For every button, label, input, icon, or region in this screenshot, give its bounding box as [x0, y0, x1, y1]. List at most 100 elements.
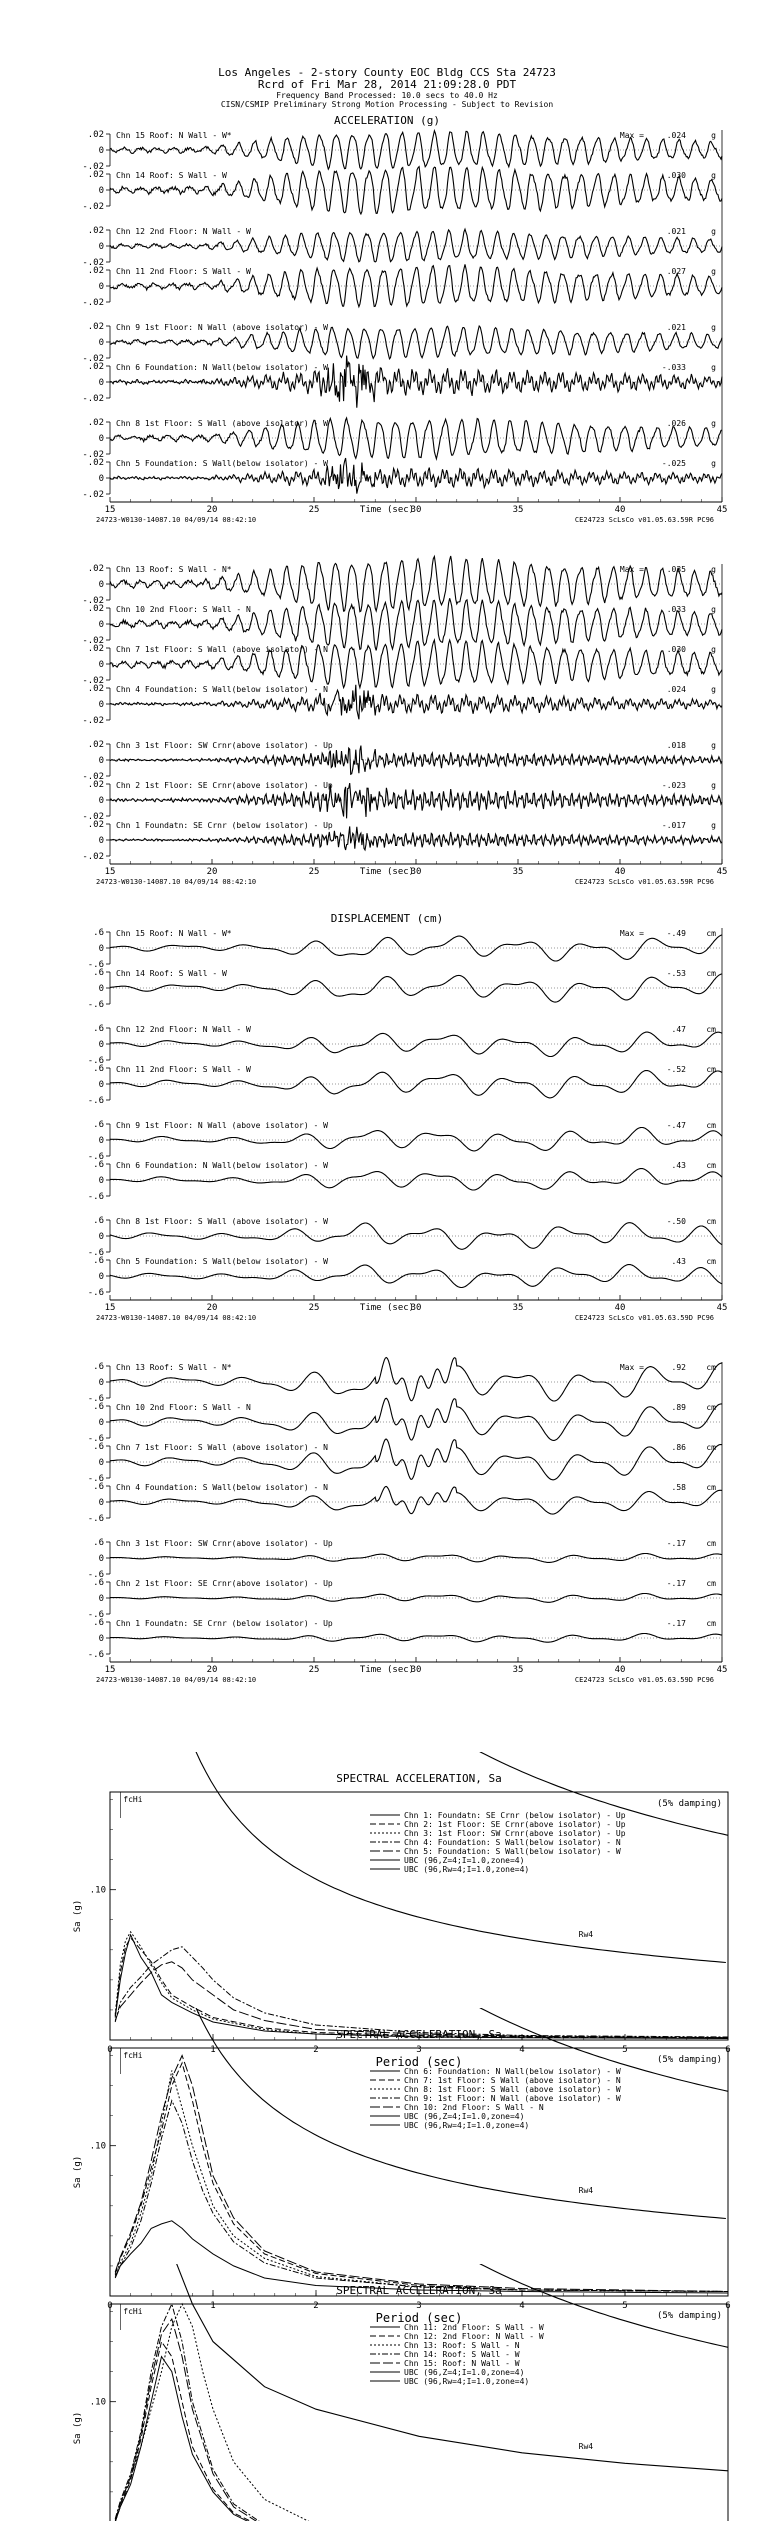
trace-label: Chn 1 Foundatn: SE Crnr (below isolator)… [116, 1619, 333, 1628]
y-tick-label: -.02 [82, 812, 104, 822]
legend-entry: Chn 13: Roof: S Wall - N [404, 2341, 520, 2350]
legend-entry: UBC (96,Rw=4;I=1.0,zone=4) [404, 2377, 529, 2386]
y-tick-label: -.02 [82, 490, 104, 500]
trace-line [109, 934, 723, 962]
header-line-2: Rcrd of Fri Mar 28, 2014 21:09:28.0 PDT [258, 78, 517, 91]
peak-value: .026 [667, 419, 686, 428]
peak-unit: g [711, 323, 716, 332]
time-history-panel-2: DISPLACEMENT (cm) .6 0 -.6 Chn 15 Roof: N Wa… [88, 912, 728, 1322]
spectrum-title: SPECTRAL ACCELERATION, Sa [336, 2028, 502, 2041]
y-tick-label: -.02 [82, 162, 104, 172]
panel-title: DISPLACEMENT (cm) [331, 912, 444, 925]
x-tick-label: 25 [309, 505, 320, 515]
y-tick-label: .10 [90, 1886, 106, 1896]
y-tick-label: -.6 [88, 1570, 104, 1580]
trace-label: Chn 4 Foundation: S Wall(below isolator)… [116, 1483, 328, 1492]
y-tick-label: 0 [99, 1080, 104, 1090]
trace-label: Chn 9 1st Floor: N Wall (above isolator)… [116, 323, 328, 332]
y-tick-label: 0 [99, 756, 104, 766]
trace-line [109, 1222, 723, 1250]
y-tick-label: 0 [99, 1040, 104, 1050]
x-tick-label: 40 [615, 505, 626, 515]
peak-value: .024 [667, 131, 686, 140]
peak-unit: cm [706, 1025, 716, 1034]
peak-unit: g [711, 821, 716, 830]
trace-label: Chn 6 Foundation: N Wall(below isolator)… [116, 363, 328, 372]
peak-value: .43 [672, 1161, 687, 1170]
y-axis-label: Sa (g) [73, 2156, 83, 2189]
y-tick-label: .6 [93, 1024, 104, 1034]
peak-value: .021 [667, 227, 686, 236]
spectral-panel-6: SPECTRAL ACCELERATION, Sa0123456.10Perio… [73, 2264, 729, 2521]
y-tick-label: .6 [93, 1482, 104, 1492]
y-tick-label: .6 [93, 1578, 104, 1588]
y-tick-label: 0 [99, 944, 104, 954]
y-tick-label: -.02 [82, 258, 104, 268]
trace: .6 0 -.6 Chn 15 Roof: N Wall - W* Max = -.49 c… [88, 928, 723, 970]
footer-left: 24723-W0130-14087.10 04/09/14 08:42:10 [96, 1676, 256, 1684]
peak-value: -.47 [667, 1121, 686, 1130]
trace: .6 0 -.6 Chn 5 Foundation: S Wall(below iso… [88, 1256, 723, 1298]
y-tick-label: .02 [88, 170, 104, 180]
peak-unit: cm [706, 1161, 716, 1170]
peak-unit: g [711, 645, 716, 654]
peak-value: .89 [672, 1403, 687, 1412]
y-tick-label: 0 [99, 700, 104, 710]
x-tick-label: 45 [717, 1665, 728, 1675]
legend-entry: UBC (96,Z=4;I=1.0,zone=4) [404, 2368, 524, 2377]
y-tick-label: -.02 [82, 298, 104, 308]
peak-value: -.025 [662, 459, 686, 468]
y-tick-label: -.02 [82, 450, 104, 460]
y-tick-label: 0 [99, 620, 104, 630]
trace-label: Chn 3 1st Floor: SW Crnr(above isolator)… [116, 741, 333, 750]
trace-label: Chn 2 1st Floor: SE Crnr(above isolator)… [116, 781, 333, 790]
peak-value: .033 [667, 605, 686, 614]
y-tick-label: 0 [99, 1272, 104, 1282]
x-tick-label: 5 [622, 2301, 627, 2311]
x-tick-label: 25 [309, 1303, 320, 1313]
max-label: Max = [620, 565, 644, 574]
x-tick-label: 4 [519, 2301, 524, 2311]
trace: .02 0 -.02 Chn 8 1st Floor: S Wall (above i… [82, 416, 723, 461]
spectrum-title: SPECTRAL ACCELERATION, Sa [336, 1772, 502, 1785]
y-tick-label: .02 [88, 684, 104, 694]
legend-entry: Chn 14: Roof: S Wall - W [404, 2350, 520, 2359]
x-tick-label: 2 [313, 2301, 318, 2311]
x-tick-label: 2 [313, 2045, 318, 2055]
x-tick-label: 20 [207, 867, 218, 877]
peak-unit: cm [706, 1619, 716, 1628]
footer-right: CE24723 ScLsCo v01.05.63.59R PC96 [575, 516, 714, 524]
y-tick-label: -.6 [88, 960, 104, 970]
x-tick-label: 15 [105, 867, 116, 877]
x-tick-label: 30 [411, 1303, 422, 1313]
trace-label: Chn 7 1st Floor: S Wall (above isolator)… [116, 1443, 328, 1452]
ubc-z4-curve [479, 2008, 728, 2092]
peak-unit: cm [706, 929, 716, 938]
y-tick-label: .02 [88, 458, 104, 468]
y-tick-label: 0 [99, 1136, 104, 1146]
y-tick-label: .10 [90, 2142, 106, 2152]
y-tick-label: -.02 [82, 636, 104, 646]
series-group [114, 2302, 310, 2521]
trace: .02 0 -.02 Chn 7 1st Floor: S Wall (above i… [82, 637, 723, 690]
peak-value: .030 [667, 171, 686, 180]
legend-entry: Chn 11: 2nd Floor: S Wall - W [404, 2323, 544, 2332]
trace-line [109, 165, 723, 216]
y-tick-label: -.02 [82, 202, 104, 212]
trace-label: Chn 5 Foundation: S Wall(below isolator)… [116, 459, 328, 468]
y-tick-label: -.02 [82, 676, 104, 686]
series-line-chn-9 [114, 2099, 729, 2292]
peak-unit: cm [706, 1483, 716, 1492]
x-tick-label: 15 [105, 1665, 116, 1675]
legend-entry: Chn 8: 1st Floor: S Wall (above isolator… [404, 2085, 621, 2094]
y-tick-label: 0 [99, 242, 104, 252]
trace-line [110, 1485, 723, 1515]
y-tick-label: .02 [88, 362, 104, 372]
peak-value: .021 [667, 323, 686, 332]
plot-frame [109, 2303, 729, 2521]
rw-label: Rw4 [579, 2186, 594, 2195]
series-line-chn-6 [114, 2220, 729, 2294]
y-tick-label: 0 [99, 1458, 104, 1468]
rw-label: Rw4 [579, 2442, 594, 2451]
series-line-chn-8 [114, 2070, 729, 2292]
